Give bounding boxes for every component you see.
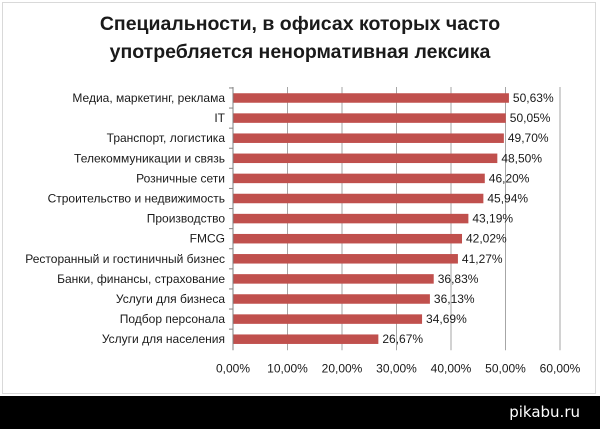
chart-title: Специальности, в офисах которых часто уп… [3,10,597,66]
category-label: IT [214,111,225,125]
x-tick-label: 60,00% [540,361,581,375]
chart-panel: Специальности, в офисах которых часто уп… [2,2,596,394]
x-tick-label: 50,00% [485,361,526,375]
x-tick-label: 20,00% [322,361,363,375]
chart-title-line-1: Специальности, в офисах которых часто [99,13,501,35]
value-label: 42,02% [466,232,507,246]
value-label: 34,69% [426,312,467,326]
category-label: Банки, финансы, страхование [57,272,225,286]
category-label: FMCG [190,232,225,246]
bar [233,133,504,143]
category-label: Услуги для бизнеса [116,292,225,306]
bar-chart: 0,00% 10,00% 20,00% 30,00% 40,00% 50,00% 60,00… [25,86,581,375]
chart-title-line-2: употребляется ненормативная лексика [109,41,491,63]
footer-bar: pikabu.ru [0,396,600,429]
category-label: Медиа, маркетинг, реклама [72,91,225,105]
bar [233,213,469,224]
value-label: 41,27% [462,252,503,266]
bar [233,233,463,244]
x-tick-label: 0,00% [216,361,250,375]
bar [233,153,498,164]
category-label: Строительство и недвижимость [48,192,225,206]
category-label: Розничные сети [136,171,225,185]
value-label: 43,19% [472,212,513,226]
value-label: 48,50% [501,151,542,165]
category-label: Телекоммуникации и связь [74,151,225,165]
x-tick-label: 30,00% [376,361,417,375]
category-label: Производство [147,212,226,226]
x-tick-label: 40,00% [431,361,472,375]
x-tick-label: 10,00% [267,361,308,375]
value-label: 45,94% [487,192,528,206]
bar [233,93,509,103]
value-label: 26,67% [382,332,423,346]
bar [233,254,458,264]
value-label: 50,05% [510,111,551,125]
category-label: Транспорт, логистика [107,131,226,145]
bar [233,334,379,344]
value-label: 36,13% [434,292,475,306]
bar [233,294,430,304]
bar [233,113,506,123]
bar [233,274,434,284]
value-label: 36,83% [438,272,479,286]
value-label: 49,70% [508,131,549,145]
category-label: Ресторанный и гостиничный бизнес [25,252,225,266]
value-label: 46,20% [489,171,530,185]
bar [233,314,423,324]
category-label: Услуги для населения [102,332,225,346]
value-label: 50,63% [513,91,554,105]
site-label: pikabu.ru [509,403,580,421]
bar [233,173,485,184]
bar [233,193,484,204]
category-label: Подбор персонала [120,312,226,326]
